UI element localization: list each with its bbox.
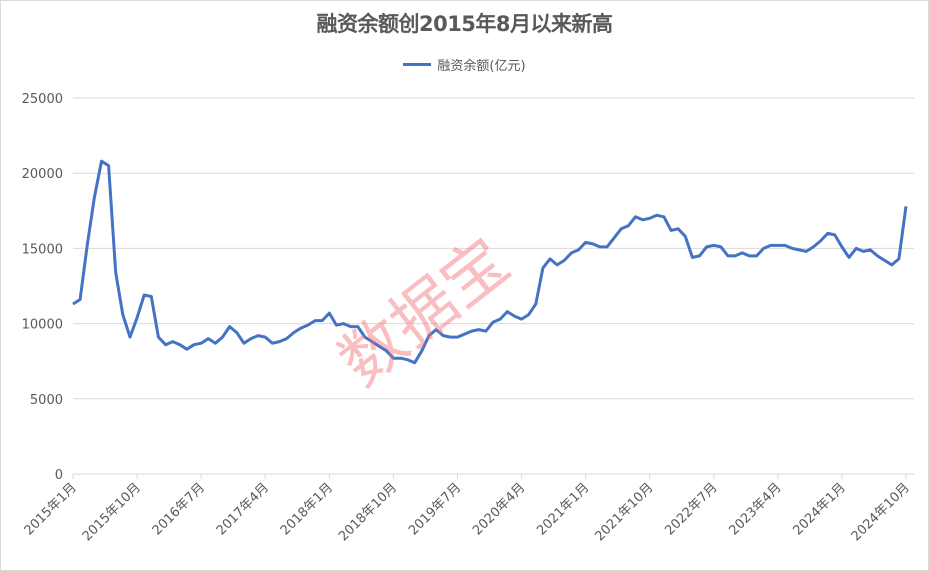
gridlines	[73, 97, 914, 475]
x-tick-label: 2019年7月	[406, 480, 464, 538]
x-tick-label: 2020年4月	[470, 480, 528, 538]
x-tick-label: 2022年7月	[662, 480, 720, 538]
y-tick-label: 10000	[22, 318, 63, 333]
x-axis: 2015年1月 2015年10月 2016年7月 2017年4月 2018年1月 2018…	[22, 474, 913, 544]
legend-swatch	[403, 63, 432, 66]
x-tick-label: 2021年1月	[534, 480, 592, 538]
y-tick-label: 5000	[30, 393, 63, 408]
x-tick-label: 2015年1月	[22, 480, 80, 538]
x-tick-label: 2018年10月	[336, 480, 400, 544]
chart-title: 融资余额创2015年8月以来新高	[316, 12, 613, 36]
y-tick-label: 15000	[22, 242, 63, 257]
x-tick-label: 2016年7月	[150, 480, 208, 538]
x-tick-label: 2024年1月	[791, 480, 849, 538]
y-axis: 0 5000 10000 15000 20000 25000	[22, 92, 63, 483]
x-tick-label: 2015年10月	[80, 480, 144, 544]
x-tick-label: 2023年4月	[726, 480, 784, 538]
x-tick-label: 2021年10月	[592, 480, 656, 544]
x-tick-label: 2024年10月	[849, 480, 913, 544]
legend: 融资余额(亿元)	[0, 55, 929, 74]
y-tick-label: 25000	[22, 92, 63, 107]
y-tick-label: 20000	[22, 167, 63, 182]
x-tick-label: 2018年1月	[278, 480, 336, 538]
x-tick-label: 2017年4月	[214, 480, 272, 538]
legend-label: 融资余额(亿元)	[437, 59, 526, 74]
y-tick-label: 0	[55, 468, 63, 483]
series-line-margin-balance	[72, 159, 908, 365]
